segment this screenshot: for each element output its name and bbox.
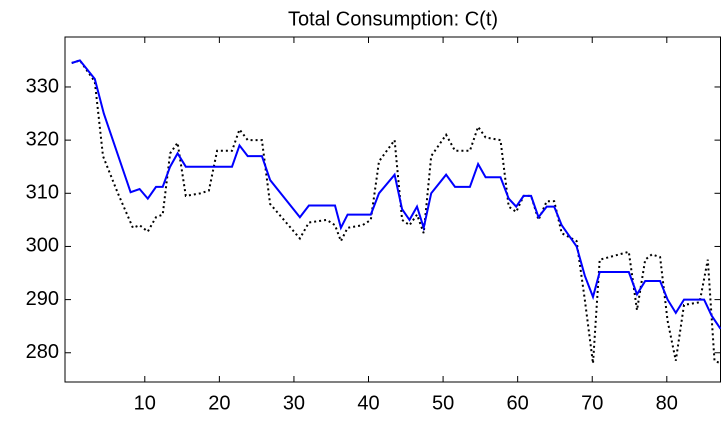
x-tick-label: 60 [507,392,529,414]
x-tick-label: 70 [581,392,603,414]
y-tick-label: 310 [26,182,59,204]
x-tick-label: 30 [283,392,305,414]
chart-title: Total Consumption: C(t) [288,8,498,30]
y-tick-label: 320 [26,128,59,150]
y-tick-label: 280 [26,341,59,363]
x-tick-label: 20 [208,392,230,414]
x-tick-label: 40 [357,392,379,414]
y-tick-label: 330 [26,75,59,97]
y-tick-label: 290 [26,288,59,310]
plot-frame [64,36,721,383]
x-tick-label: 10 [134,392,156,414]
x-tick-label: 50 [432,392,454,414]
data-line [71,59,721,365]
x-tick-label: 80 [656,392,678,414]
y-tick-label: 300 [26,235,59,257]
data-line [71,59,721,330]
